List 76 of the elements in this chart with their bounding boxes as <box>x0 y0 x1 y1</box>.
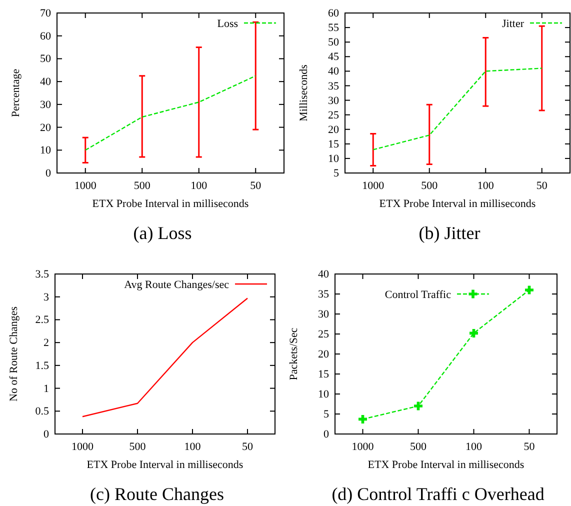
y-tick-label: 0 <box>46 168 52 180</box>
y-tick-label: 20 <box>328 124 340 136</box>
point <box>525 286 534 294</box>
text: (b) Jitter <box>418 223 480 243</box>
y-tick-label: 45 <box>328 51 340 64</box>
y-axis-title: Percentage <box>10 68 22 118</box>
point <box>414 402 422 410</box>
y-tick-label: 3 <box>44 291 50 304</box>
legend-label: Control Traffic <box>384 289 452 301</box>
y-axis-title: Milliseconds <box>298 64 310 122</box>
x-tick-label: 500 <box>421 180 438 192</box>
x-tick-label: 1000 <box>362 180 385 192</box>
x-tick-label: 50 <box>250 180 262 192</box>
y-tick-label: 2 <box>44 337 49 350</box>
y-tick-label: 5 <box>334 168 340 180</box>
x-tick-label: 50 <box>536 180 548 192</box>
y-tick-label: 1 <box>44 382 49 395</box>
legend-label: Loss <box>217 18 238 30</box>
legend-label: Jitter <box>502 18 524 30</box>
y-tick-label: 15 <box>328 138 340 150</box>
legend-label: Avg Route Changes/sec <box>124 279 230 291</box>
text: (a) Loss <box>133 223 192 243</box>
y-tick-label: 70 <box>40 8 52 20</box>
y-tick-label: 25 <box>328 109 340 122</box>
y-tick-label: 1.5 <box>35 360 50 372</box>
y-tick-label: 30 <box>318 308 330 321</box>
y-tick-label: 20 <box>318 348 330 361</box>
y-tick-label: 35 <box>328 80 340 92</box>
x-axis-title: ETX Probe Interval in milliseconds <box>86 459 244 471</box>
y-tick-label: 25 <box>318 328 330 341</box>
y-axis-title: No of Route Changes <box>8 306 20 402</box>
x-tick-label: 1000 <box>72 440 94 453</box>
y-tick-label: 0.5 <box>35 406 50 418</box>
x-tick-label: 500 <box>129 440 146 453</box>
y-tick-label: 35 <box>318 288 330 301</box>
x-tick-label: 100 <box>466 440 482 453</box>
x-tick-label: 500 <box>134 180 151 192</box>
y-tick-label: 60 <box>328 8 340 20</box>
text: (d) Control Traffi c Overhead <box>332 484 544 504</box>
y-tick-label: 40 <box>40 76 52 88</box>
y-tick-label: 50 <box>328 36 340 49</box>
y-tick-label: 2.5 <box>35 314 50 326</box>
y-tick-label: 50 <box>40 53 52 66</box>
x-tick-label: 50 <box>242 440 254 453</box>
y-tick-label: 0 <box>44 428 50 441</box>
point <box>470 328 478 338</box>
x-tick-label: 1000 <box>352 440 374 453</box>
x-tick-label: 50 <box>524 440 536 453</box>
line-series <box>82 298 248 418</box>
y-tick-label: 20 <box>40 122 52 134</box>
x-axis-title: ETX Probe Interval in milliseconds <box>368 459 524 471</box>
y-tick-label: 60 <box>40 30 52 42</box>
x-axis-title: ETX Probe Interval in milliseconds <box>92 198 249 210</box>
y-tick-label: 3.5 <box>35 268 50 281</box>
x-tick-label: 100 <box>184 440 202 453</box>
y-tick-label: 30 <box>40 98 52 111</box>
y-tick-label: 40 <box>318 268 330 281</box>
x-tick-label: 100 <box>477 180 494 192</box>
y-tick-label: 10 <box>40 144 52 157</box>
y-tick-label: 40 <box>328 66 340 78</box>
x-tick-label: 500 <box>410 440 427 453</box>
text: (c) Route Changes <box>90 484 224 504</box>
point <box>358 414 367 424</box>
line-series <box>84 75 256 151</box>
y-tick-label: 30 <box>328 94 340 107</box>
y-tick-label: 5 <box>324 408 330 421</box>
line-series <box>372 68 542 150</box>
y-axis-title: Packets/Sec <box>288 328 300 380</box>
x-tick-label: 1000 <box>74 180 97 192</box>
y-tick-label: 0 <box>324 428 330 441</box>
x-axis-title: ETX Probe Interval in milliseconds <box>379 198 536 210</box>
y-tick-label: 55 <box>328 22 340 34</box>
x-tick-label: 100 <box>190 180 208 192</box>
y-tick-label: 15 <box>318 368 330 381</box>
y-tick-label: 10 <box>328 152 340 165</box>
y-tick-label: 10 <box>318 388 330 401</box>
